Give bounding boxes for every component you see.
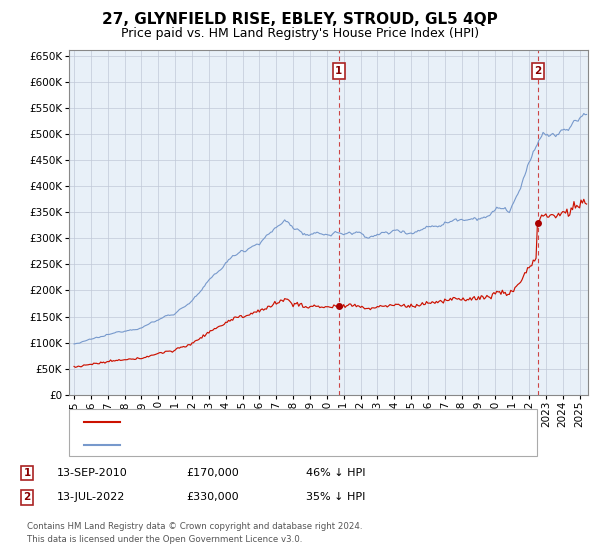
- Text: Contains HM Land Registry data © Crown copyright and database right 2024.: Contains HM Land Registry data © Crown c…: [27, 522, 362, 531]
- Text: 27, GLYNFIELD RISE, EBLEY, STROUD, GL5 4QP (detached house): 27, GLYNFIELD RISE, EBLEY, STROUD, GL5 4…: [126, 417, 464, 427]
- Text: 13-SEP-2010: 13-SEP-2010: [57, 468, 128, 478]
- Text: 35% ↓ HPI: 35% ↓ HPI: [306, 492, 365, 502]
- Text: This data is licensed under the Open Government Licence v3.0.: This data is licensed under the Open Gov…: [27, 535, 302, 544]
- Text: 1: 1: [23, 468, 31, 478]
- Text: 46% ↓ HPI: 46% ↓ HPI: [306, 468, 365, 478]
- Text: 2: 2: [535, 66, 542, 76]
- Text: HPI: Average price, detached house, Stroud: HPI: Average price, detached house, Stro…: [126, 440, 353, 450]
- Text: £330,000: £330,000: [186, 492, 239, 502]
- Text: 27, GLYNFIELD RISE, EBLEY, STROUD, GL5 4QP: 27, GLYNFIELD RISE, EBLEY, STROUD, GL5 4…: [102, 12, 498, 27]
- Text: Price paid vs. HM Land Registry's House Price Index (HPI): Price paid vs. HM Land Registry's House …: [121, 27, 479, 40]
- Text: £170,000: £170,000: [186, 468, 239, 478]
- Text: 13-JUL-2022: 13-JUL-2022: [57, 492, 125, 502]
- Text: 2: 2: [23, 492, 31, 502]
- Text: 1: 1: [335, 66, 343, 76]
